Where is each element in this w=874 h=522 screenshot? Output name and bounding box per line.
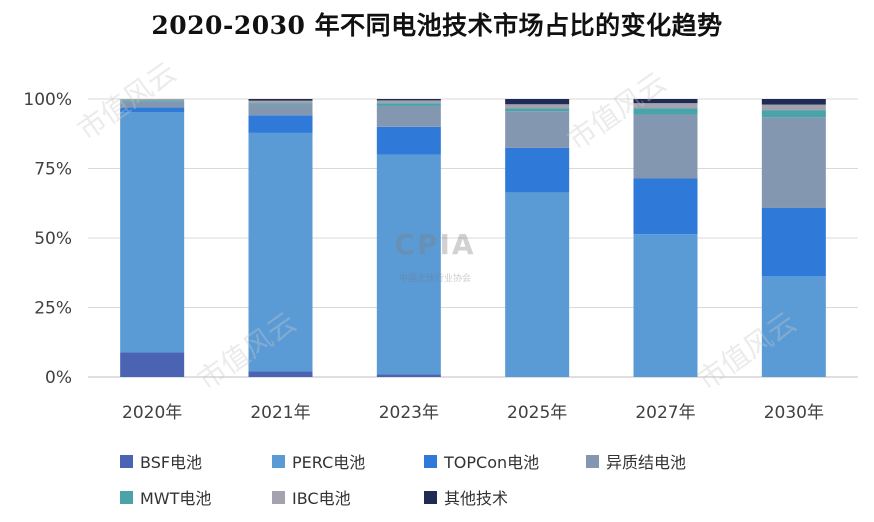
legend-label: MWT电池 <box>140 489 212 508</box>
legend-swatch <box>272 490 285 504</box>
bar-segment <box>505 147 570 193</box>
bar-segment <box>505 104 570 109</box>
bar-segment <box>248 132 313 372</box>
x-tick-label: 2023年 <box>379 403 439 423</box>
bar-segment <box>633 108 698 115</box>
bar-segment <box>761 99 826 105</box>
bars <box>120 99 826 377</box>
bar-segment <box>120 100 185 102</box>
legend-item: MWT电池 <box>120 484 272 510</box>
legend-swatch <box>424 454 437 468</box>
bar-segment <box>248 104 313 116</box>
legend-label: 异质结电池 <box>606 453 687 472</box>
bar-segment <box>376 103 441 106</box>
legend-swatch <box>120 490 133 504</box>
x-axis-ticks: 2020年 2021年 2023年 2025年 2027年 2030年 <box>122 403 824 423</box>
bar-segment <box>120 101 185 108</box>
bar-segment <box>761 276 826 377</box>
bar-segment <box>376 126 441 155</box>
bar-segment <box>505 111 570 148</box>
bar-segment <box>248 115 313 133</box>
x-tick-label: 2025年 <box>507 403 567 423</box>
x-tick-label: 2021年 <box>250 403 310 423</box>
legend-label: BSF电池 <box>140 453 203 472</box>
bar-segment <box>761 207 826 277</box>
bar-segment <box>505 99 570 105</box>
y-tick-label: 0% <box>45 368 72 388</box>
bar-segment <box>633 234 698 377</box>
bar-segment <box>761 104 826 111</box>
legend-swatch <box>272 454 285 468</box>
y-axis-ticks: 0% 25% 50% 75% 100% <box>23 90 72 388</box>
legend-swatch <box>120 454 133 468</box>
legend-item: TOPCon电池 <box>424 448 586 474</box>
chart-legend: BSF电池 PERC电池 TOPCon电池 异质结电池 MWT电池 IBC电池 其他技术 <box>120 448 760 510</box>
legend-label: IBC电池 <box>292 489 351 508</box>
legend-item: 其他技术 <box>424 484 586 510</box>
bar-segment <box>120 112 185 353</box>
bar-segment <box>248 371 313 377</box>
y-tick-label: 50% <box>34 229 72 249</box>
bar-segment <box>376 154 441 375</box>
stacked-bar-chart: 0% 25% 50% 75% 100% 2020年 2021年 2023年 2025年 2027… <box>23 90 858 423</box>
legend-label: PERC电池 <box>292 453 366 472</box>
bar-segment <box>633 114 698 179</box>
chart-title: 2020-2030 年不同电池技术市场占比的变化趋势 <box>151 11 723 40</box>
bar-segment <box>761 117 826 208</box>
bar-segment <box>761 110 826 118</box>
bar-segment <box>633 99 698 104</box>
watermark-logo: CPIA 中国光伏行业协会 <box>365 228 505 318</box>
y-tick-label: 25% <box>34 299 72 319</box>
y-tick-label: 75% <box>34 160 72 180</box>
bar-segment <box>633 178 698 235</box>
legend-item: 异质结电池 <box>586 448 756 474</box>
bar-segment <box>248 103 313 105</box>
bar-segment <box>120 99 185 101</box>
bar-segment <box>633 103 698 109</box>
x-tick-label: 2027年 <box>635 403 695 423</box>
legend-label: 其他技术 <box>444 489 509 508</box>
x-tick-label: 2030年 <box>764 403 824 423</box>
bar-segment <box>376 374 441 377</box>
bar-segment <box>120 107 185 113</box>
bar-segment <box>120 352 185 377</box>
bar-segment <box>376 105 441 127</box>
legend-item: BSF电池 <box>120 448 272 474</box>
legend-swatch <box>586 454 599 468</box>
bar-segment <box>505 108 570 112</box>
watermark-logo-subtext: 中国光伏行业协会 <box>398 274 471 284</box>
bar-segment <box>248 100 313 104</box>
x-tick-label: 2020年 <box>122 403 182 423</box>
legend-swatch <box>424 490 437 504</box>
bar-segment <box>376 100 441 104</box>
bar-segment <box>505 192 570 377</box>
watermark-logo-text: CPIA <box>394 228 476 261</box>
bar-segment <box>376 99 441 101</box>
y-tick-label: 100% <box>23 90 72 110</box>
legend-item: PERC电池 <box>272 448 424 474</box>
grid-lines <box>88 98 858 378</box>
legend-label: TOPCon电池 <box>444 453 540 472</box>
legend-item: IBC电池 <box>272 484 424 510</box>
bar-segment <box>248 99 313 101</box>
